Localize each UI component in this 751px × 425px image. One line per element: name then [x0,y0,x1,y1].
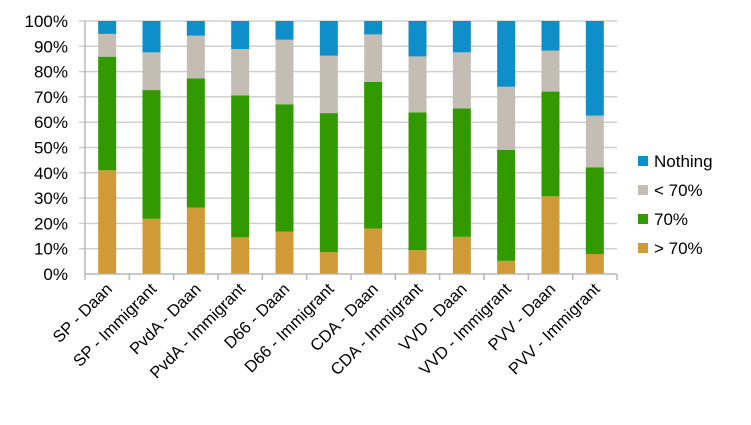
y-tick-label: 100% [25,12,68,31]
bar-segment [408,250,427,274]
bar-segment [231,95,250,238]
bar-stack [497,21,516,274]
y-tick-label: 70% [34,88,68,107]
bar-segment [497,149,516,261]
y-axis-tick-labels: 0% 10% 20% 30% 40% 50% 60% 70% 80% 90% 100% [25,12,68,284]
bar-stack [408,21,427,274]
y-tick-label: 0% [43,265,68,284]
bar-segment [364,81,383,229]
bar-segment [585,167,604,255]
bar-segment [408,56,427,113]
bar-stack [186,21,205,274]
legend-swatch [638,214,648,224]
bar-segment [275,104,294,232]
legend-item: < 70% [638,181,703,200]
bar-segment [319,55,338,114]
bar-segment [186,207,205,274]
bar-stack [98,21,117,274]
bar-segment [142,218,161,274]
bar-segment [98,170,117,274]
bar-segment [452,21,471,53]
bar-segment [364,34,383,82]
bar-stack [275,21,294,274]
bar-segment [497,86,516,150]
legend: Nothing < 70% 70% > 70% [638,152,713,258]
bar-segment [319,113,338,253]
legend-swatch [638,185,648,195]
bar-segment [186,78,205,208]
bar-stack [452,21,471,274]
legend-label: > 70% [654,239,703,258]
bar-segment [186,21,205,36]
bar-segment [497,260,516,274]
bar-segment [275,39,294,105]
bar-segment [541,21,560,51]
bar-segment [408,112,427,251]
y-tick-label: 50% [34,139,68,158]
y-tick-label: 60% [34,113,68,132]
legend-label: Nothing [654,152,713,171]
y-tick-label: 90% [34,37,68,56]
gridlines [79,20,617,250]
bar-segment [452,236,471,274]
bar-segment [364,21,383,35]
legend-item: Nothing [638,152,713,171]
bar-stack [585,21,604,274]
bar-stack [541,21,560,274]
legend-label: < 70% [654,181,703,200]
y-tick-label: 20% [34,214,68,233]
bar-segment [142,52,161,91]
bar-segment [98,33,117,57]
bar-segment [541,50,560,92]
bar-segment [364,228,383,274]
bar-stack [142,21,161,274]
bar-segment [231,237,250,274]
axes [84,21,618,280]
bar-segment [319,21,338,56]
bar-segment [98,21,117,34]
y-tick-label: 80% [34,63,68,82]
y-tick-label: 10% [34,240,68,259]
legend-item: 70% [638,210,688,229]
bar-segment [186,35,205,79]
bar-segment [275,231,294,274]
bar-segment [585,21,604,116]
y-tick-label: 40% [34,164,68,183]
bar-segment [497,21,516,87]
bar-segment [275,21,294,40]
bar-segment [231,49,250,96]
bar-segment [585,115,604,168]
bar-segment [98,56,117,171]
bar-segment [452,52,471,109]
bar-segment [585,254,604,274]
bar-segment [541,91,560,197]
bar-segment [142,21,161,53]
bar-stack [319,21,338,274]
bar-stack [231,21,250,274]
bar-stack [364,21,383,274]
legend-swatch [638,243,648,253]
bar-segment [541,196,560,274]
bar-segment [142,90,161,219]
bar-segment [319,252,338,274]
legend-swatch [638,156,648,166]
y-tick-label: 30% [34,189,68,208]
bar-segment [452,108,471,237]
legend-label: 70% [654,210,688,229]
bar-segment [408,21,427,57]
legend-item: > 70% [638,239,703,258]
bar-segment [231,21,250,50]
bars [98,21,604,274]
